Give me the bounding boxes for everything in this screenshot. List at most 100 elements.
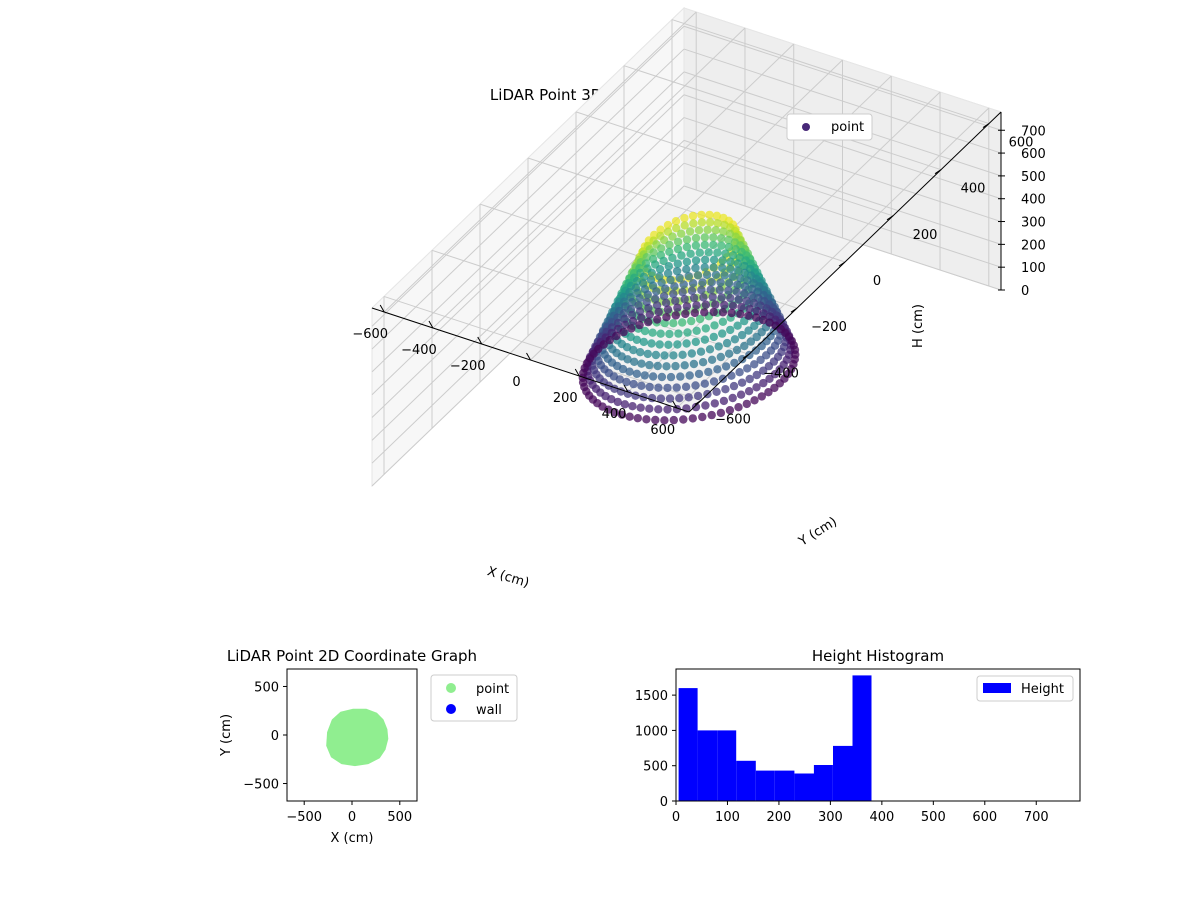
- data-point-3d: [704, 248, 713, 257]
- histogram-legend[interactable]: Height: [976, 675, 1074, 702]
- data-point-3d: [643, 349, 652, 359]
- data-point-3d: [644, 317, 653, 327]
- data-point-3d: [747, 284, 757, 294]
- data-point-3d: [643, 290, 652, 299]
- data-point-3d: [686, 249, 695, 258]
- data-point-3d: [717, 234, 726, 243]
- z-tick-label: 0: [1021, 284, 1029, 299]
- y-tick-label: −200: [811, 320, 847, 335]
- data-point-3d: [702, 270, 712, 279]
- data-point-3d: [737, 330, 747, 340]
- y-tick-label: −500: [243, 778, 279, 793]
- data-point-3d: [690, 308, 699, 318]
- data-point-3d: [687, 316, 696, 326]
- data-point-3d: [706, 285, 715, 294]
- chart-2d: LiDAR Point 2D Coordinate Graph −500 0 500…: [219, 647, 518, 846]
- data-point-3d: [653, 315, 662, 324]
- legend-label-point: point: [831, 120, 864, 135]
- data-point-3d: [711, 226, 720, 235]
- data-point-3d: [640, 326, 650, 336]
- data-point-3d: [746, 337, 756, 346]
- data-point-3d: [730, 358, 739, 368]
- y-tick-label: 200: [913, 228, 938, 243]
- data-point-3d: [633, 414, 642, 423]
- data-point-3d: [733, 266, 743, 275]
- data-point-3d: [724, 235, 733, 245]
- data-point-3d: [701, 255, 710, 265]
- data-point-3d: [694, 226, 704, 235]
- data-point-3d: [716, 278, 725, 287]
- data-point-3d: [713, 219, 722, 228]
- x-tick-label: 600: [972, 810, 997, 825]
- data-point-3d: [648, 328, 657, 337]
- data-point-3d: [673, 303, 682, 312]
- x-tick-label: 200: [553, 391, 578, 406]
- data-point-3d: [718, 317, 728, 326]
- chart-2d-point-cloud: [326, 708, 389, 767]
- x-tick-label: 400: [869, 810, 894, 825]
- data-point-3d: [689, 359, 699, 369]
- data-point-3d: [642, 415, 651, 424]
- data-point-3d: [689, 293, 699, 303]
- data-point-3d: [728, 251, 738, 260]
- chart-3d-legend[interactable]: point: [786, 113, 873, 141]
- data-point-3d: [679, 415, 688, 424]
- y-tick-label: 500: [643, 760, 668, 775]
- data-point-3d: [663, 269, 673, 278]
- histogram-bar: [852, 675, 872, 801]
- histogram-bar: [697, 730, 718, 801]
- data-point-3d: [727, 371, 736, 380]
- data-point-3d: [694, 369, 704, 379]
- grid-line: [527, 157, 846, 263]
- data-point-3d: [759, 366, 768, 375]
- x-tick-label: 700: [1024, 810, 1049, 825]
- grid-line: [371, 139, 685, 441]
- data-point-3d: [725, 279, 734, 288]
- data-point-3d: [736, 274, 745, 283]
- data-point-3d: [672, 383, 681, 392]
- grid-line: [683, 139, 1002, 245]
- grid-line: [371, 94, 685, 396]
- legend-swatch-height: [983, 683, 1011, 693]
- data-point-3d: [709, 240, 718, 250]
- z-tick-label: 200: [1021, 238, 1046, 253]
- x-tick-label: −500: [286, 810, 322, 825]
- data-point-3d: [663, 220, 673, 230]
- data-point-3d: [701, 324, 710, 333]
- data-point-3d: [674, 329, 683, 338]
- data-point-3d: [718, 329, 727, 338]
- x-tick-label: 0: [672, 810, 680, 825]
- grid-line: [371, 25, 685, 327]
- data-point-3d: [647, 268, 656, 277]
- data-point-3d: [680, 213, 689, 223]
- chart-2d-legend[interactable]: point wall: [430, 674, 518, 722]
- x-tick-label: 500: [387, 810, 412, 825]
- data-point-3d: [745, 304, 754, 313]
- data-point-3d: [682, 302, 692, 311]
- data-point-3d: [744, 311, 753, 320]
- chart-3d-z-axis-label: H (cm): [911, 304, 926, 348]
- data-point-3d: [684, 272, 693, 281]
- data-point-3d: [682, 235, 692, 244]
- grid-line: [371, 162, 685, 464]
- data-point-3d: [652, 287, 661, 296]
- data-point-3d: [699, 293, 708, 302]
- grid-line: [683, 48, 1002, 154]
- data-point-3d: [720, 300, 729, 310]
- data-point-3d: [675, 273, 684, 283]
- data-point-3d: [657, 372, 667, 382]
- data-point-3d: [745, 350, 754, 360]
- data-point-3d: [733, 321, 742, 330]
- y-tick-label: 500: [254, 680, 279, 695]
- data-point-3d: [612, 331, 621, 341]
- data-point-3d: [639, 272, 649, 281]
- data-point-3d: [621, 320, 630, 329]
- data-point-3d: [759, 309, 768, 318]
- histogram-bar: [833, 745, 853, 801]
- data-point-3d: [693, 271, 703, 280]
- data-point-3d: [663, 305, 673, 314]
- histogram-bar: [736, 760, 756, 801]
- data-point-3d: [732, 287, 741, 296]
- data-point-3d: [709, 263, 718, 272]
- data-point-3d: [665, 240, 674, 249]
